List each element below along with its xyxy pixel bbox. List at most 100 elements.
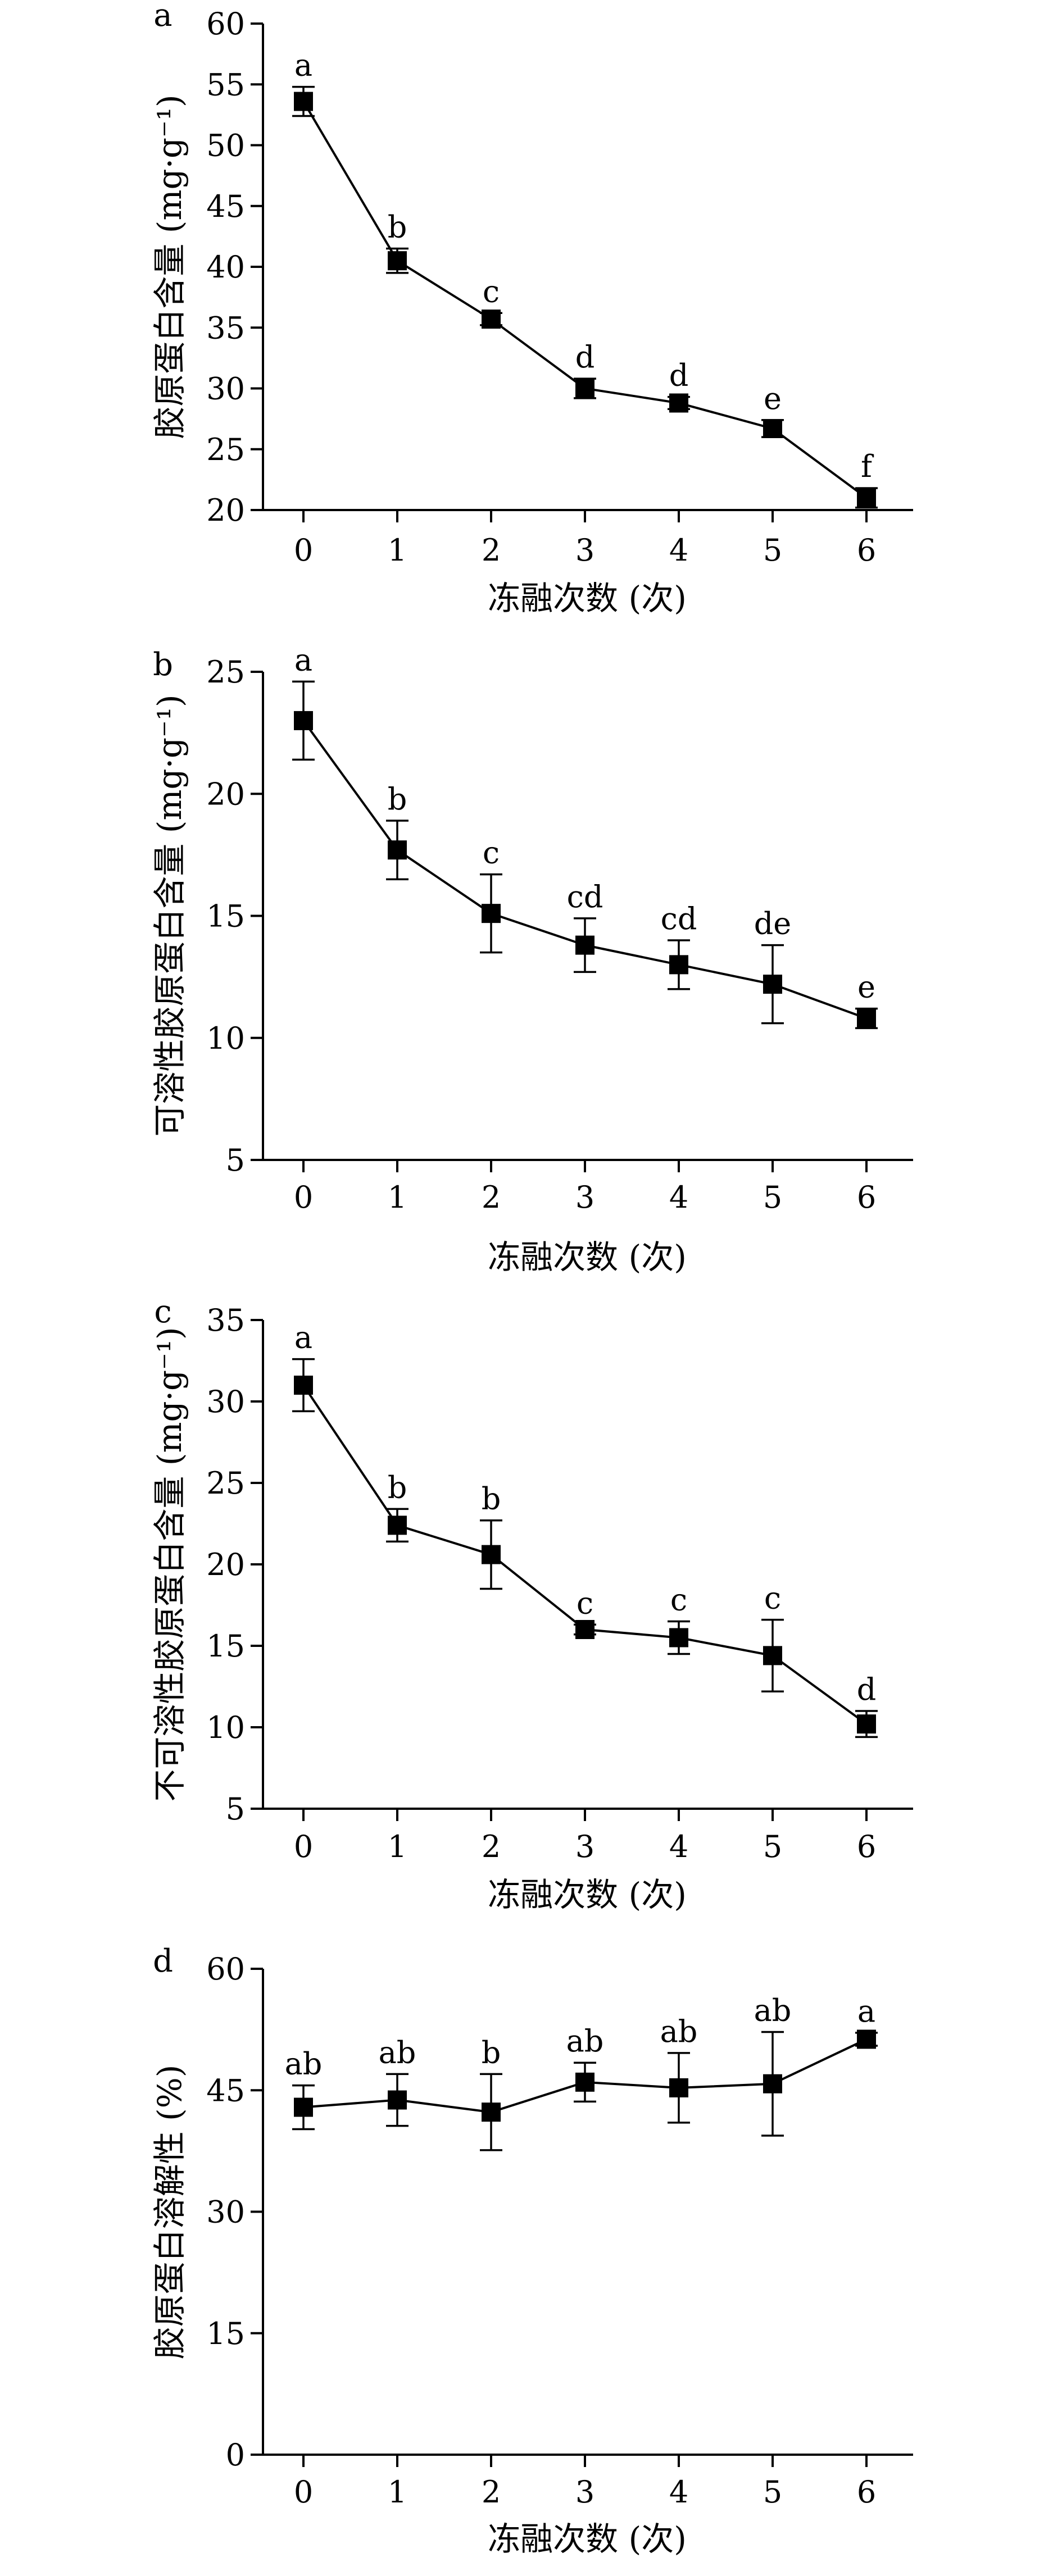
x-tick-label: 5	[763, 2474, 782, 2510]
data-point	[388, 251, 407, 271]
y-tick-label: 55	[206, 67, 245, 102]
significance-letter: cd	[567, 879, 603, 914]
y-tick-label: 35	[206, 310, 245, 345]
data-point	[763, 1646, 782, 1665]
y-tick-label: 20	[206, 1547, 245, 1582]
significance-letter: f	[861, 449, 874, 484]
x-tick-label: 0	[294, 1829, 313, 1864]
x-tick-label: 5	[763, 533, 782, 568]
data-point	[388, 1515, 407, 1535]
significance-letter: ab	[379, 2035, 416, 2070]
series-0: a b c d d e f	[292, 48, 878, 509]
significance-letter: c	[483, 835, 500, 871]
y-tick-label: 0	[226, 2437, 245, 2473]
x-tick-label: 4	[669, 1829, 688, 1864]
x-tick-label: 1	[388, 533, 407, 568]
panel-label: a	[153, 0, 172, 34]
y-tick-label: 30	[206, 2195, 245, 2230]
x-tick-label: 4	[669, 2474, 688, 2510]
significance-letter: b	[388, 210, 407, 245]
data-point	[575, 379, 594, 398]
data-point	[388, 840, 407, 860]
y-tick-label: 45	[206, 2073, 245, 2108]
significance-letter: a	[294, 1320, 312, 1355]
x-tick-label: 0	[294, 533, 313, 568]
x-tick-label: 6	[857, 533, 876, 568]
x-tick-label: 2	[482, 2474, 501, 2510]
significance-letter: b	[482, 1481, 501, 1517]
significance-letter: de	[754, 906, 792, 941]
x-tick-label: 0	[294, 1180, 313, 1215]
significance-letter: d	[857, 1672, 877, 1707]
data-point	[669, 393, 688, 413]
x-tick-label: 1	[388, 1829, 407, 1864]
y-tick-label: 5	[226, 1143, 245, 1178]
y-tick-label: 60	[206, 1951, 245, 1987]
x-tick-label: 5	[763, 1829, 782, 1864]
significance-letter: a	[294, 642, 312, 677]
data-point	[857, 2029, 876, 2049]
y-axis-title: 胶原蛋白溶解性 (%)	[151, 2065, 189, 2360]
data-point	[857, 1714, 876, 1734]
data-point	[763, 418, 782, 438]
y-tick-label: 35	[206, 1303, 245, 1338]
data-point	[575, 2072, 594, 2092]
panel-label: c	[154, 1294, 171, 1330]
y-tick-label: 30	[206, 1384, 245, 1419]
x-tick-label: 4	[669, 1180, 688, 1215]
y-tick-label: 25	[206, 432, 245, 467]
data-point	[575, 1620, 594, 1639]
y-tick-label: 10	[206, 1710, 245, 1745]
y-axis-title: 胶原蛋白含量 (mg·g⁻¹)	[151, 94, 189, 439]
significance-letter: e	[857, 970, 875, 1005]
series-line	[302, 101, 868, 499]
data-point	[763, 975, 782, 994]
x-tick-label: 6	[857, 1829, 876, 1864]
x-tick-label: 4	[669, 533, 688, 568]
x-axis-title: 冻融次数 (次)	[488, 579, 687, 617]
y-tick-label: 30	[206, 371, 245, 407]
x-tick-label: 0	[294, 2474, 313, 2510]
significance-letter: c	[577, 1585, 593, 1621]
significance-letter: d	[669, 358, 689, 393]
data-point	[482, 904, 501, 923]
x-tick-label: 3	[575, 1180, 594, 1215]
y-tick-label: 25	[206, 654, 245, 690]
panel-label: b	[153, 647, 173, 683]
y-axis-title: 可溶性胶原蛋白含量 (mg·g⁻¹)	[151, 694, 189, 1136]
x-axis-title: 冻融次数 (次)	[488, 1238, 687, 1276]
data-point	[857, 488, 876, 508]
series-line	[302, 720, 867, 1020]
x-tick-label: 6	[857, 1180, 876, 1215]
significance-letter: ab	[566, 2023, 604, 2059]
data-point	[763, 2074, 782, 2093]
significance-letter: cd	[661, 901, 697, 936]
significance-letter: c	[764, 1581, 781, 1616]
y-tick-label: 50	[206, 128, 245, 163]
x-tick-label: 6	[857, 2474, 876, 2510]
data-point	[294, 1376, 313, 1395]
y-tick-label: 20	[206, 776, 245, 812]
data-point	[482, 1545, 501, 1564]
x-tick-label: 1	[388, 2474, 407, 2510]
x-axis-title: 冻融次数 (次)	[488, 2520, 687, 2558]
x-tick-label: 3	[575, 2474, 594, 2510]
data-point	[857, 1008, 876, 1028]
significance-letter: d	[575, 339, 595, 375]
significance-letter: b	[388, 1469, 407, 1505]
data-point	[294, 2097, 313, 2117]
data-point	[388, 2090, 407, 2110]
significance-letter: ab	[285, 2046, 323, 2082]
panel-label: d	[153, 1943, 173, 1979]
y-tick-label: 25	[206, 1466, 245, 1501]
data-point	[669, 955, 688, 975]
y-tick-label: 20	[206, 493, 245, 528]
significance-letter: a	[857, 1994, 875, 2029]
data-point	[575, 935, 594, 955]
y-axis-title: 不可溶性胶原蛋白含量 (mg·g⁻¹)	[151, 1327, 189, 1801]
y-tick-label: 5	[226, 1791, 245, 1827]
significance-letter: b	[482, 2035, 501, 2070]
series-line	[302, 1384, 868, 1725]
